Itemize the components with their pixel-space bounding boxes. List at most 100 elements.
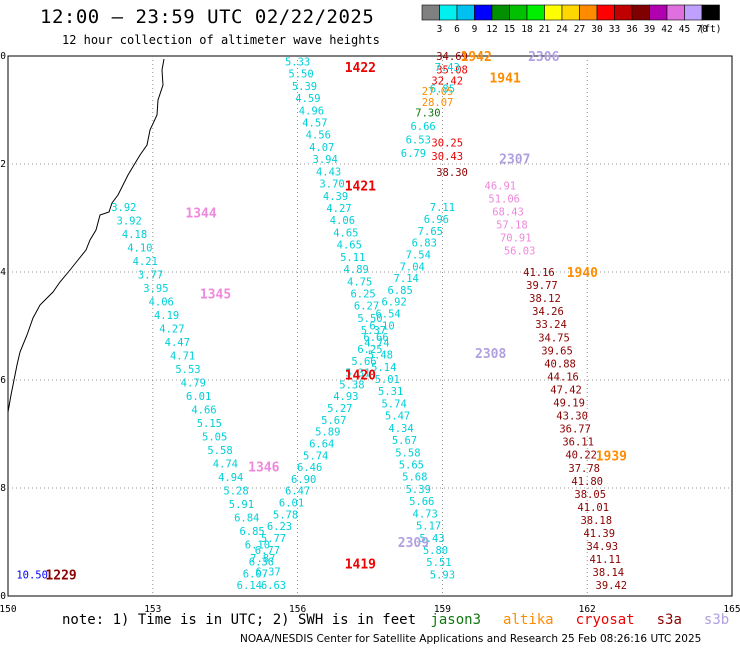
swot-track-b-value: 6.96 <box>424 214 449 226</box>
swot-track-c-value: 5.15 <box>197 418 222 430</box>
page-subtitle: 12 hour collection of altimeter wave hei… <box>62 33 380 47</box>
swot-track-a-value: 6.27 <box>354 301 379 313</box>
colorbar-label: 39 <box>644 24 656 35</box>
map-frame <box>7 55 733 597</box>
lat-tick-label: 38 <box>0 483 6 494</box>
lon-tick-label: 159 <box>434 604 451 615</box>
s3a-track-value: 37.78 <box>568 463 600 475</box>
swot-track-b-value: 7.11 <box>430 202 455 214</box>
swot-track-d-value: 68.43 <box>492 207 524 219</box>
s3a-track-value: 41.16 <box>523 267 555 279</box>
colorbar-label: 18 <box>521 24 533 35</box>
colorbar-swatch <box>701 4 720 21</box>
colorbar-label: 6 <box>454 24 460 35</box>
swot-track-c-value: 6.37 <box>255 567 280 579</box>
swot-track-a-value: 5.01 <box>375 374 400 386</box>
swot-track-b-value: 7.04 <box>400 261 425 273</box>
swot-track-b-value: 6.10 <box>369 320 394 332</box>
colorbar-label: 45 <box>679 24 690 35</box>
time-label: 1422 <box>345 61 376 76</box>
swot-track-a-value: 4.57 <box>302 117 327 129</box>
swot-track-b-value: 6.66 <box>363 332 388 344</box>
satellite-legend: jason3altikacryosats3as3bswot <box>424 612 740 628</box>
time-label: 2306 <box>528 50 559 65</box>
swot-track-c-value: 4.18 <box>122 229 147 241</box>
colorbar-label: 27 <box>574 24 585 35</box>
s3a-track-value: 36.11 <box>562 437 594 449</box>
swot-track-c-value: 4.71 <box>170 351 195 363</box>
swot-track-a-value: 5.43 <box>419 533 444 545</box>
swot-track-a-value: 5.14 <box>371 362 396 374</box>
swot-track-d-value: 56.03 <box>504 245 536 257</box>
swot-track-a-value: 4.27 <box>326 203 351 215</box>
s3a-track-value: 40.22 <box>565 450 597 462</box>
swot-track-b-value: 6.46 <box>297 462 322 474</box>
s3a-track-value: 33.24 <box>535 319 567 331</box>
time-label: 2308 <box>475 347 506 362</box>
swot-track-a-value: 3.70 <box>319 179 344 191</box>
colorbar-label: 30 <box>591 24 603 35</box>
swot-track-a-value: 4.07 <box>309 142 334 154</box>
swot-track-b-value: 5.66 <box>351 356 376 368</box>
swot-track-a-value: 4.34 <box>388 423 413 435</box>
swot-track-a-value: 4.74 <box>364 337 389 349</box>
swot-track-b-value: 5.89 <box>315 427 340 439</box>
swot-track-b-value: 6.14 <box>237 580 262 592</box>
swot-track-b-value: 6.07 <box>243 568 268 580</box>
s3a-track-value: 41.39 <box>583 528 615 540</box>
swot-track-b-value: 5.74 <box>303 450 328 462</box>
swot-track-b-value: 4.93 <box>333 391 358 403</box>
time-label: 1939 <box>596 450 627 465</box>
swot-track-c-value: 4.06 <box>149 297 174 309</box>
swot-track-b-value: 5.31 <box>345 368 370 380</box>
time-label: 2307 <box>499 153 530 168</box>
lat-tick-label: 36 <box>0 375 6 386</box>
time-label: 1421 <box>345 180 376 195</box>
s3a-track-value: 49.19 <box>553 398 585 410</box>
s3a-track-value: 41.11 <box>589 554 621 566</box>
time-label: 1420 <box>345 369 376 384</box>
swot-track-c-value: 5.28 <box>223 486 248 498</box>
swot-track-a-value: 4.65 <box>333 227 358 239</box>
swot-track-a-value: 5.50 <box>288 69 313 81</box>
swot-track-a-value: 5.68 <box>402 472 427 484</box>
swot-track-a-value: 4.59 <box>295 93 320 105</box>
far-left-value: 10.50 <box>16 569 48 581</box>
swot-track-b-value: 6.36 <box>249 557 274 569</box>
swot-track-b-value: 6.54 <box>375 309 400 321</box>
swot-track-a-value: 5.11 <box>340 252 365 264</box>
swot-track-a-value: 5.33 <box>285 56 310 68</box>
swot-track-a-value: 5.66 <box>409 496 434 508</box>
s3a-track-value: 38.14 <box>593 567 625 579</box>
colorbar-legend: 3 6 9 12 15 18 21 24 27 30 33 36 39 42 45 70(ft) <box>421 4 722 35</box>
swot-track-a-value: 6.25 <box>350 288 375 300</box>
s3a-track-value: 47.42 <box>550 384 582 396</box>
swot-track-a-value: 4.89 <box>344 264 369 276</box>
cluster-value: 30.43 <box>431 151 463 163</box>
cluster-value: 7.43 <box>435 62 460 74</box>
s3a-track-value: 36.77 <box>559 424 591 436</box>
colorbar-label: 15 <box>504 24 515 35</box>
s3a-track-value: 38.12 <box>529 293 561 305</box>
colorbar-label: 70 <box>696 24 708 35</box>
swot-track-a-value: 5.37 <box>361 325 386 337</box>
swot-track-c-value: 6.84 <box>234 513 259 525</box>
swot-track-c-value: 5.91 <box>229 499 254 511</box>
s3a-track-value: 44.16 <box>547 371 579 383</box>
lat-tick-label: 30 <box>0 51 6 62</box>
swot-track-a-value: 4.75 <box>347 276 372 288</box>
colorbar-unit: (ft) <box>699 24 722 35</box>
colorbar-label: 12 <box>486 24 497 35</box>
lon-tick-label: 156 <box>289 604 306 615</box>
cluster-value: 38.30 <box>436 167 468 179</box>
swot-track-a-value: 5.74 <box>381 398 406 410</box>
time-label: 1229 <box>45 568 76 583</box>
swot-track-c-value: 4.94 <box>218 472 243 484</box>
swot-track-b-value: 5.27 <box>327 403 352 415</box>
s3a-track-value: 34.26 <box>532 306 564 318</box>
lon-tick-label: 165 <box>723 604 740 615</box>
colorbar-label: 42 <box>661 24 672 35</box>
swot-track-a-value: 5.58 <box>395 447 420 459</box>
colorbar-label: 36 <box>626 24 638 35</box>
swot-track-a-value: 5.17 <box>416 521 441 533</box>
